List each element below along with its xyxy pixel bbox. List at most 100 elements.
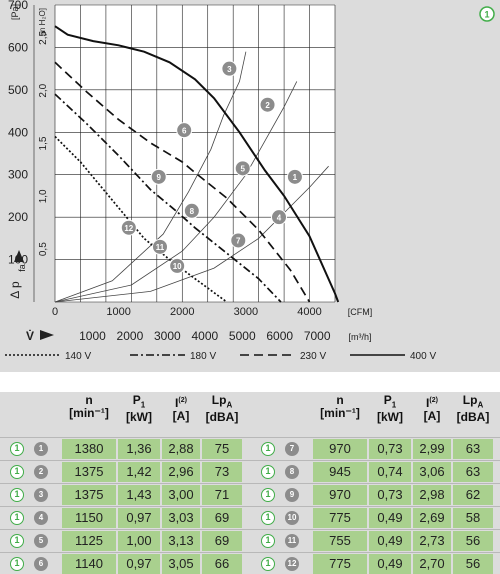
cell-i: 3,13 [162,531,200,551]
cell-n: 970 [313,439,367,459]
cell-i: 2,70 [413,554,451,574]
header-n-unit: [min⁻¹] [320,406,360,420]
operating-point-label-9: 9 [157,173,162,182]
chart-area: 1234567891011121002003004005006007000,51… [0,0,500,372]
row-point-icon-5: 5 [34,534,48,548]
cell-lpa: 71 [202,485,242,505]
header-p1-label: P1 [132,393,146,410]
y-tick-label: 200 [8,210,28,224]
cell-p1: 1,00 [118,531,160,551]
cell-lpa: 75 [202,439,242,459]
row-point-icon-7: 7 [285,442,299,456]
cell-n: 1140 [62,554,116,574]
row-separator [0,483,500,484]
cell-n: 1125 [62,531,116,551]
x-unit-label: [CFM] [348,307,373,317]
legend-label-180V: 180 V [190,351,216,362]
header-p1-label: P1 [383,393,397,410]
row-curve-icon: 1 [261,442,275,456]
header-lpa-label: LpA [462,393,484,410]
curve-badge [479,6,495,22]
cell-lpa: 63 [453,439,493,459]
header-p1: P1 [kW] [369,393,411,424]
operating-point-label-1: 1 [293,173,298,182]
y-alt-tick-label: 2,5 [38,30,49,44]
row-curve-icon: 1 [10,465,24,479]
plot-background [55,5,335,302]
y-axis-subscript: fa [17,264,27,272]
header-lpa-unit: [dBA] [205,410,239,425]
operating-point-10 [169,257,186,274]
y-alt-tick-label: 2,0 [38,83,49,97]
system-curve [54,51,247,303]
row-point-icon-8: 8 [285,465,299,479]
header-lpa: LpA [dBA] [453,393,493,425]
cell-n: 1380 [62,439,116,459]
x-tick-label: 0 [52,306,58,318]
header-p1: P1 [kW] [118,393,160,424]
cell-lpa: 73 [202,462,242,482]
cell-n: 1375 [62,485,116,505]
row-point-icon-11: 11 [285,534,299,548]
operating-point-4 [271,209,287,226]
cell-i: 2,98 [413,485,451,505]
operating-point-6 [176,122,193,139]
table-inner: n [min⁻¹] P1 [kW] I(2) [A] LpA [dBA] 1 1 1380 1,36 2… [0,392,500,574]
y-unit-label: [Pa] [10,4,20,20]
y-tick-label: 400 [8,125,28,139]
cell-p1: 0,49 [369,531,411,551]
operating-point-label-7: 7 [236,237,241,246]
operating-point-12 [120,219,137,236]
cell-n: 970 [313,485,367,505]
header-n: n [min⁻¹] [313,394,367,420]
row-curve-icon: 1 [10,442,24,456]
cell-p1: 1,43 [118,485,160,505]
row-point-icon-6: 6 [34,557,48,571]
operating-point-11 [152,238,168,255]
row-point-icon-1: 1 [34,442,48,456]
row-point-icon-9: 9 [285,488,299,502]
y-axis-arrow [14,250,24,262]
operating-point-label-10: 10 [173,262,182,271]
cell-i: 3,03 [162,508,200,528]
cell-n: 755 [313,531,367,551]
x-alt-tick-label: 2000 [117,329,144,343]
header-i: I(2) [A] [162,394,200,423]
row-point-icon-10: 10 [285,511,299,525]
row-curve-icon: 1 [261,488,275,502]
row-point-icon-3: 3 [34,488,48,502]
fan-curve-180V [54,93,282,303]
cell-i: 2,96 [162,462,200,482]
cell-p1: 0,49 [369,554,411,574]
cell-i: 2,73 [413,531,451,551]
cell-lpa: 66 [202,554,242,574]
performance-table: n [min⁻¹] P1 [kW] I(2) [A] LpA [dBA] 1 1 1380 1,36 2… [0,392,500,574]
row-separator [0,460,500,461]
operating-point-label-2: 2 [265,101,270,110]
row-curve-icon: 1 [261,465,275,479]
row-separator [0,552,500,553]
curve-badge-label: 1 [484,10,489,20]
cell-p1: 0,49 [369,508,411,528]
header-lpa-unit: [dBA] [456,410,490,425]
fan-curve-400V [54,25,340,303]
row-curve-icon: 1 [10,488,24,502]
cell-i: 2,99 [413,439,451,459]
x-alt-tick-label: 1000 [79,329,106,343]
header-lpa: LpA [dBA] [202,393,242,425]
operating-point-label-5: 5 [241,165,246,174]
row-point-icon-2: 2 [34,465,48,479]
cell-n: 775 [313,554,367,574]
operating-point-label-6: 6 [182,126,187,135]
cell-p1: 1,42 [118,462,160,482]
header-i-unit: [A] [423,409,441,423]
operating-point-5 [234,160,251,177]
row-curve-icon: 1 [10,557,24,571]
cell-p1: 1,36 [118,439,160,459]
header-i-label: I(2) [426,396,438,410]
x-tick-label: 3000 [234,306,258,318]
operating-point-8 [183,202,200,219]
row-separator [0,529,500,530]
y-tick-label: 500 [8,83,28,97]
legend-label-230V: 230 V [300,351,326,362]
